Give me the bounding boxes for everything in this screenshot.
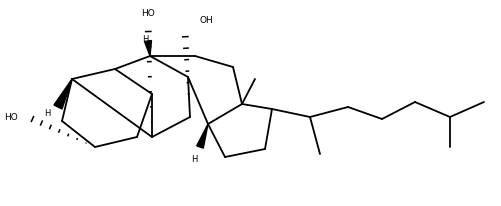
Text: HO: HO: [141, 9, 155, 18]
Text: OH: OH: [200, 16, 214, 25]
Polygon shape: [144, 41, 151, 57]
Text: HO: HO: [4, 113, 18, 122]
Text: H: H: [142, 35, 148, 44]
Text: H: H: [191, 154, 198, 163]
Polygon shape: [197, 124, 208, 149]
Polygon shape: [54, 80, 72, 109]
Text: H: H: [44, 109, 50, 118]
